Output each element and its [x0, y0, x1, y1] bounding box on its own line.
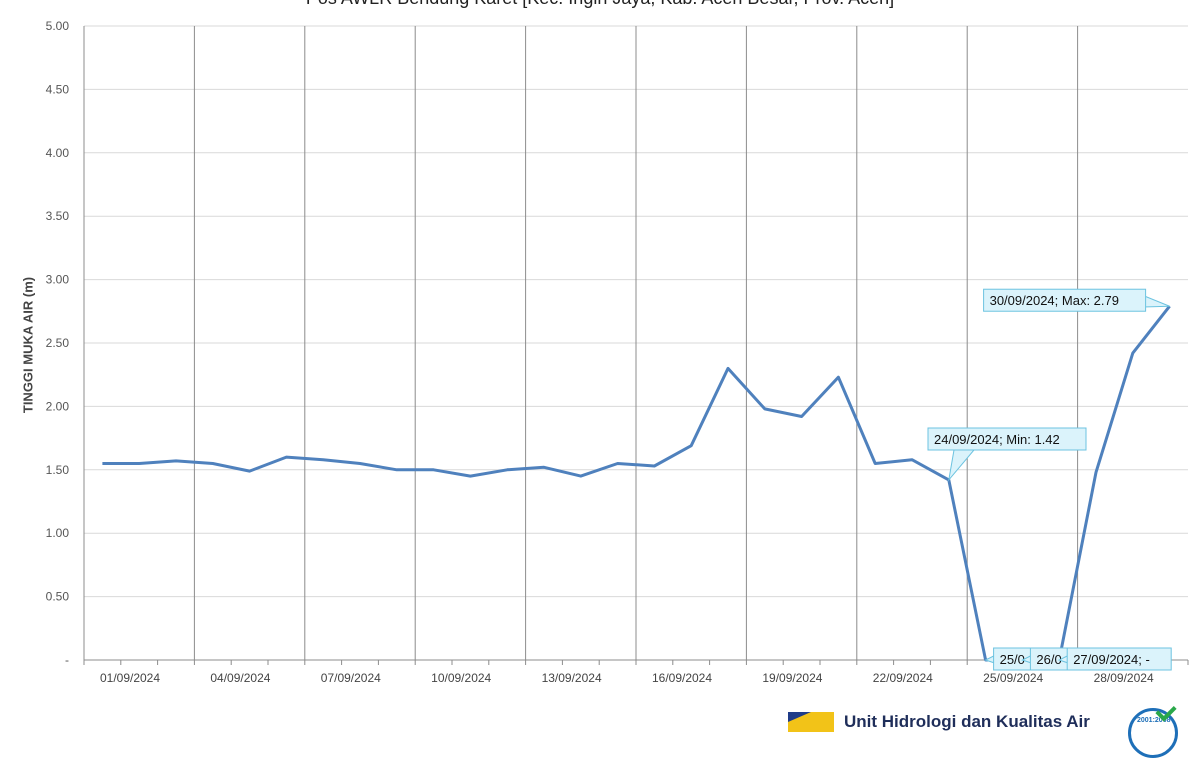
chart-title: Pos AWLR Bendung Karet [Kec. Ingin Jaya,… — [0, 0, 1200, 9]
callout-pointer — [947, 449, 976, 482]
x-tick-label: 07/09/2024 — [321, 671, 381, 685]
x-tick-label: 10/09/2024 — [431, 671, 491, 685]
callout-label: 26/0 — [1036, 652, 1061, 667]
tick-labels: - 0.50 1.00 1.50 2.00 2.50 3.00 3.50 4.00 4.50 5.0… — [46, 19, 1154, 685]
callout: 24/09/2024; Min: 1.42 — [927, 427, 1087, 482]
callout-box — [927, 427, 1087, 451]
callout-label: 25/0 — [1000, 652, 1025, 667]
y-tick-label: 5.00 — [46, 19, 70, 33]
y-tick-label: 4.50 — [46, 82, 70, 96]
callout-label: 30/09/2024; Max: 2.79 — [990, 293, 1119, 308]
x-tick-label: 13/09/2024 — [542, 671, 602, 685]
callout-box — [1066, 647, 1172, 671]
callout-label: 27/09/2024; - — [1073, 652, 1150, 667]
y-tick-label: 1.50 — [46, 463, 70, 477]
y-tick-label: 4.00 — [46, 146, 70, 160]
y-axis-label: TINGGI MUKA AIR (m) — [20, 276, 36, 414]
y-tick-label: 3.50 — [46, 209, 70, 223]
pu-logo-icon — [788, 712, 834, 732]
callout: 30/09/2024; Max: 2.79 — [983, 288, 1170, 312]
data-callouts: 30/09/2024; Max: 2.79 24/09/2024; Min: 1.… — [927, 288, 1172, 671]
x-tick-label: 01/09/2024 — [100, 671, 160, 685]
x-tick-label: 28/09/2024 — [1094, 671, 1154, 685]
iso-certification-badge-icon: 2001:2008 — [1128, 708, 1178, 758]
callout: 26/0 — [1021, 647, 1077, 671]
callout: 27/09/2024; - — [1057, 647, 1172, 671]
line-chart: - 0.50 1.00 1.50 2.00 2.50 3.00 3.50 4.00 4.50 5.0… — [46, 19, 1189, 685]
x-tick-label: 19/09/2024 — [762, 671, 822, 685]
y-tick-label: 0.50 — [46, 590, 70, 604]
organization-name: Unit Hidrologi dan Kualitas Air — [844, 712, 1090, 731]
x-tick-label: 25/09/2024 — [983, 671, 1043, 685]
y-tick-label: 2.50 — [46, 336, 70, 350]
callout-box — [983, 288, 1147, 312]
footer: Unit Hidrologi dan Kualitas Air — [788, 712, 1090, 732]
y-tick-label: 1.00 — [46, 526, 70, 540]
callout: 25/0 — [984, 647, 1041, 671]
y-tick-label: 3.00 — [46, 273, 70, 287]
x-tick-label: 04/09/2024 — [210, 671, 270, 685]
y-tick-label: - — [65, 653, 69, 667]
x-tick-label: 16/09/2024 — [652, 671, 712, 685]
chart-grid — [83, 25, 1188, 660]
y-tick-label: 2.00 — [46, 399, 70, 413]
x-tick-label: 22/09/2024 — [873, 671, 933, 685]
callout-label: 24/09/2024; Min: 1.42 — [934, 432, 1060, 447]
